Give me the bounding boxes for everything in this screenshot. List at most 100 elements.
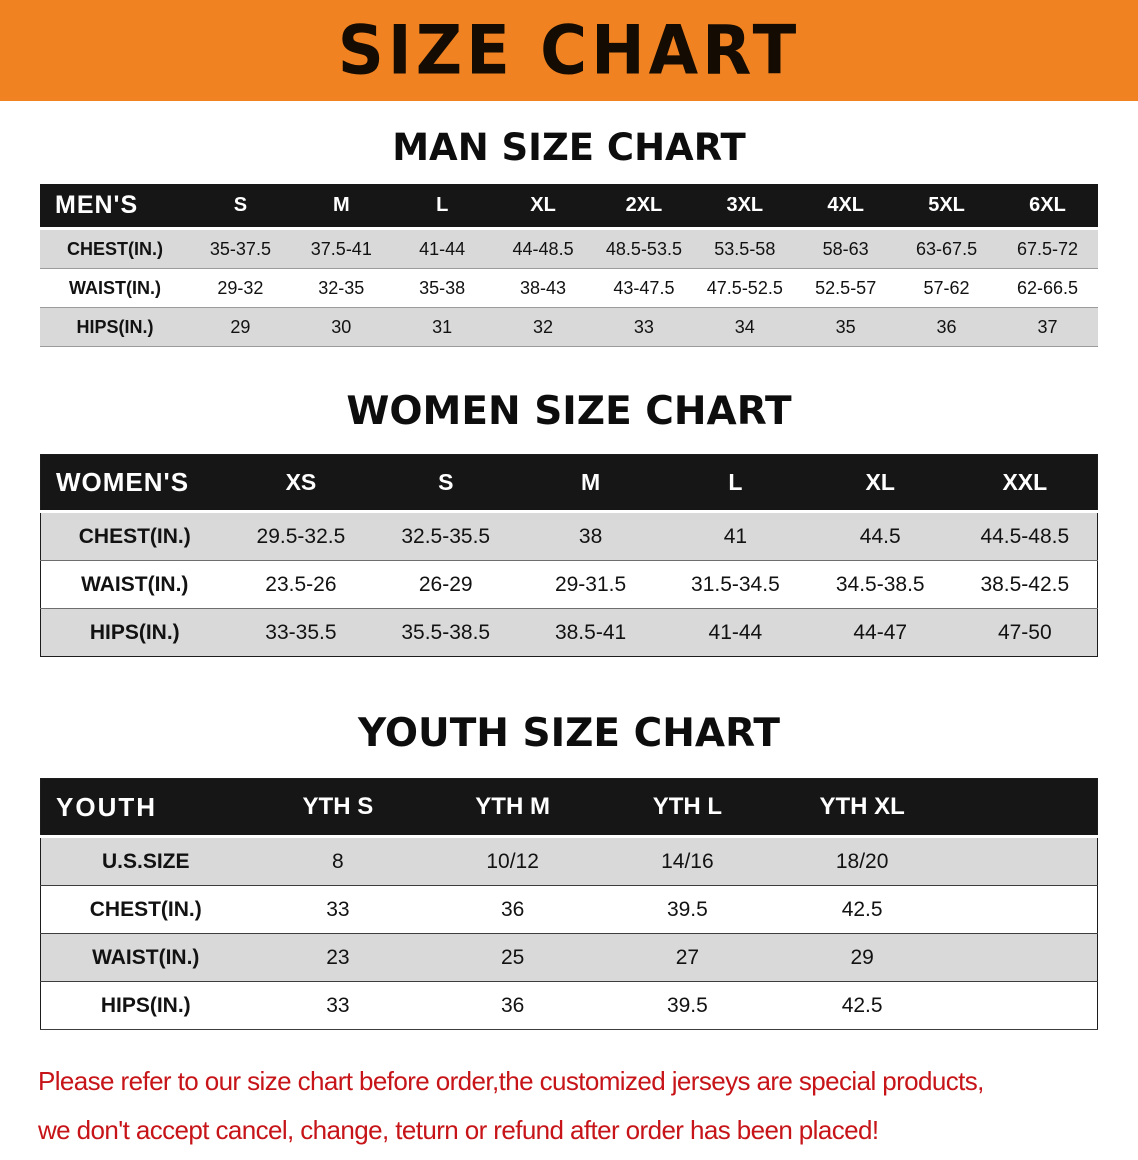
measurement-row: HIPS(IN.) 29 30 31 32 33 34 35 36 37 <box>40 307 1098 347</box>
size-value-cell: 39.5 <box>666 993 708 1017</box>
row-label: CHEST(IN.) <box>67 238 163 259</box>
measurement-row: HIPS(IN.) 33 36 39.5 42.5 <box>40 981 1098 1030</box>
size-column-header: 5XL <box>896 184 997 230</box>
size-value-cell: 36 <box>500 897 525 921</box>
size-value-cell: 44-47 <box>853 620 908 644</box>
size-value-cell: 41 <box>723 524 748 548</box>
size-value-cell: 44.5-48.5 <box>980 524 1070 548</box>
size-column-header: YTH M <box>425 778 600 838</box>
size-value-cell: 31.5-34.5 <box>691 572 780 596</box>
size-value-cell: 53.5-58 <box>714 238 776 259</box>
row-label: CHEST(IN.) <box>89 897 202 921</box>
size-value-cell: 41-44 <box>419 238 466 259</box>
table-header-row: WOMEN'S XS S M L XL XXL <box>40 454 1098 513</box>
size-value-cell: 47-50 <box>997 620 1052 644</box>
size-value-cell: 41-44 <box>708 620 763 644</box>
size-column-header: L <box>662 454 808 513</box>
size-value-cell: 33-35.5 <box>265 620 337 644</box>
spacer-cell <box>950 837 1098 886</box>
size-value-cell: 29-31.5 <box>554 572 627 596</box>
spacer-cell <box>950 982 1098 1030</box>
row-label: WAIST(IN.) <box>69 277 161 298</box>
size-value-cell: 25 <box>500 945 525 969</box>
size-value-cell: 38.5-41 <box>554 620 627 644</box>
measurement-row: CHEST(IN.) 35-37.5 37.5-41 41-44 44-48.5 48.5… <box>40 228 1098 269</box>
row-label: HIPS(IN.) <box>76 316 154 337</box>
size-value-cell: 34 <box>734 316 755 337</box>
measurement-row: CHEST(IN.) 29.5-32.5 32.5-35.5 38 41 44.5 44.5… <box>40 511 1098 561</box>
measurement-row: WAIST(IN.) 23.5-26 26-29 29-31.5 31.5-34.5 34… <box>40 560 1098 609</box>
table-corner-label: WOMEN'S <box>40 454 229 513</box>
size-column-header: YTH XL <box>774 778 950 838</box>
women-section-heading: WOMEN SIZE CHART <box>346 389 792 434</box>
table-header-row: YOUTH YTH S YTH M YTH L YTH XL <box>40 778 1098 838</box>
disclaimer-line-2: we don't accept cancel, change, teturn o… <box>38 1115 879 1145</box>
size-value-cell: 39.5 <box>666 897 708 921</box>
size-column-header: S <box>190 184 291 230</box>
size-column-header: L <box>391 184 493 230</box>
size-value-cell: 48.5-53.5 <box>605 238 682 259</box>
size-value-cell: 63-67.5 <box>916 238 978 259</box>
size-value-cell: 32.5-35.5 <box>401 524 491 548</box>
size-column-header: YTH S <box>250 778 426 838</box>
spacer-cell <box>950 934 1098 982</box>
men-size-table: MEN'S S M L XL 2XL 3XL 4XL 5XL 6XL CHEST(IN.) 35-37… <box>40 184 1098 347</box>
size-value-cell: 23.5-26 <box>265 572 337 596</box>
size-value-cell: 35.5-38.5 <box>401 620 491 644</box>
size-value-cell: 38 <box>578 524 603 548</box>
banner: SIZE CHART <box>0 0 1138 101</box>
size-value-cell: 27 <box>675 945 700 969</box>
row-label: CHEST(IN.) <box>78 524 191 548</box>
size-value-cell: 42.5 <box>841 993 883 1017</box>
disclaimer-line-1: Please refer to our size chart before or… <box>38 1066 984 1096</box>
size-value-cell: 52.5-57 <box>815 277 877 298</box>
size-value-cell: 62-66.5 <box>1016 277 1079 298</box>
row-label: HIPS(IN.) <box>100 993 191 1017</box>
measurement-row: WAIST(IN.) 23 25 27 29 <box>40 933 1098 982</box>
man-section-heading: MAN SIZE CHART <box>392 126 746 169</box>
size-column-header: M <box>290 184 392 230</box>
table-corner-label: MEN'S <box>40 184 190 230</box>
size-value-cell: 42.5 <box>841 897 883 921</box>
measurement-row: U.S.SIZE 8 10/12 14/16 18/20 <box>40 836 1098 886</box>
size-column-header: YTH L <box>600 778 775 838</box>
row-label: HIPS(IN.) <box>89 620 180 644</box>
disclaimer: Please refer to our size chart before or… <box>0 1030 1138 1150</box>
size-column-header: 2XL <box>593 184 695 230</box>
size-value-cell: 33 <box>326 897 350 921</box>
row-label: WAIST(IN.) <box>92 945 200 969</box>
size-value-cell: 36 <box>936 316 957 337</box>
size-value-cell: 43-47.5 <box>613 277 675 298</box>
size-value-cell: 38-43 <box>520 277 567 298</box>
banner-title: SIZE CHART <box>337 11 801 90</box>
table-corner-label: YOUTH <box>40 778 251 838</box>
size-value-cell: 38.5-42.5 <box>980 572 1070 596</box>
row-label: U.S.SIZE <box>101 849 190 873</box>
table-header-row: MEN'S S M L XL 2XL 3XL 4XL 5XL 6XL <box>40 184 1098 230</box>
size-value-cell: 58-63 <box>822 238 869 259</box>
size-value-cell: 32-35 <box>318 277 365 298</box>
size-value-cell: 44-48.5 <box>512 238 574 259</box>
size-value-cell: 29 <box>230 316 251 337</box>
size-value-cell: 30 <box>331 316 352 337</box>
size-value-cell: 32 <box>533 316 554 337</box>
size-value-cell: 29 <box>850 945 874 969</box>
size-value-cell: 10/12 <box>486 849 539 873</box>
youth-size-table: YOUTH YTH S YTH M YTH L YTH XL U.S.SIZE 8 10/12… <box>40 778 1098 1030</box>
size-value-cell: 29-32 <box>217 277 264 298</box>
row-label: WAIST(IN.) <box>81 572 189 596</box>
size-column-header: 4XL <box>795 184 897 230</box>
measurement-row: WAIST(IN.) 29-32 32-35 35-38 38-43 43-47.5 47.… <box>40 268 1098 308</box>
size-value-cell: 35-38 <box>419 277 466 298</box>
size-value-cell: 34.5-38.5 <box>835 572 925 596</box>
size-value-cell: 29.5-32.5 <box>256 524 346 548</box>
size-value-cell: 37 <box>1037 316 1058 337</box>
measurement-row: HIPS(IN.) 33-35.5 35.5-38.5 38.5-41 41-44 44-… <box>40 608 1098 657</box>
size-value-cell: 14/16 <box>661 849 714 873</box>
size-value-cell: 33 <box>326 993 350 1017</box>
measurement-row: CHEST(IN.) 33 36 39.5 42.5 <box>40 885 1098 934</box>
spacer-cell <box>950 886 1098 934</box>
size-value-cell: 47.5-52.5 <box>706 277 783 298</box>
size-value-cell: 37.5-41 <box>310 238 372 259</box>
